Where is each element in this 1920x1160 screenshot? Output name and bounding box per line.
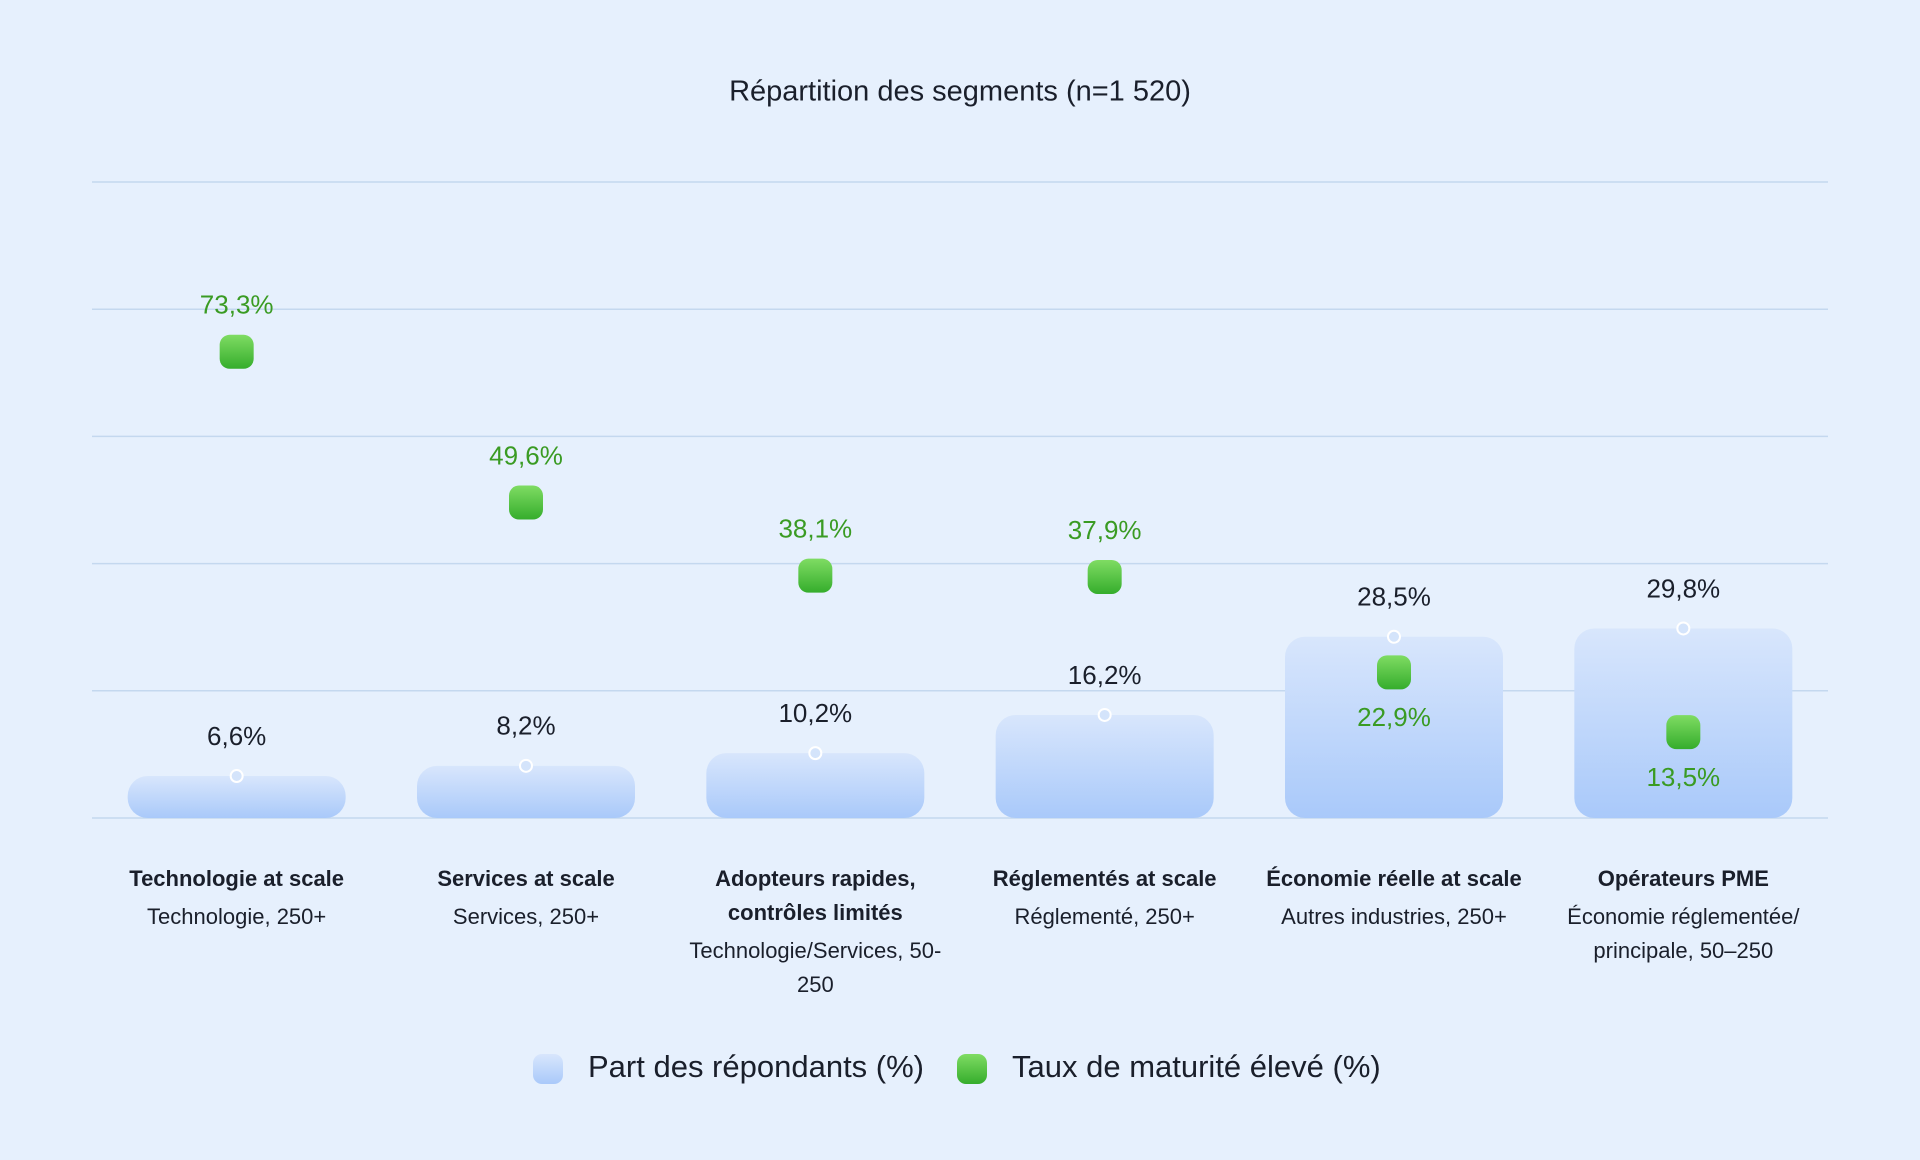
chart-title: Répartition des segments (n=1 520) xyxy=(729,76,1191,108)
category-title: Opérateurs PME xyxy=(1597,866,1769,891)
bar-top-dot xyxy=(808,746,823,761)
legend-swatch xyxy=(533,1054,563,1084)
category-title: Services at scale xyxy=(437,866,615,891)
category-title: Technologie at scale xyxy=(129,866,345,891)
category-subtitle: Réglementé, 250+ xyxy=(1014,904,1195,929)
bar-value-label: 29,8% xyxy=(1646,573,1720,603)
maturity-marker xyxy=(1666,715,1701,750)
maturity-marker xyxy=(798,558,833,593)
bar-top-dot xyxy=(519,758,533,773)
legend-swatch xyxy=(957,1054,987,1084)
maturity-value-label: 38,1% xyxy=(778,514,852,544)
maturity-value-label: 49,6% xyxy=(489,440,563,470)
category: Réglementés at scale Réglementé, 250+ xyxy=(965,862,1245,934)
bar-value-label: 10,2% xyxy=(778,698,852,728)
category-subtitle: Autres industries, 250+ xyxy=(1281,904,1507,929)
category: Services at scale Services, 250+ xyxy=(386,862,666,934)
bar xyxy=(706,753,925,818)
category-subtitle: Technologie/Services, 50-250 xyxy=(689,938,942,997)
bar xyxy=(417,765,635,818)
category: Technologie at scale Technologie, 250+ xyxy=(97,862,377,934)
bar-value-label: 6,6% xyxy=(207,721,266,751)
category-title: Économie réelle at scale xyxy=(1266,866,1522,891)
legend-label: Taux de maturité élevé (%) xyxy=(1012,1049,1381,1084)
maturity-marker xyxy=(219,334,254,369)
maturity-value-label: 37,9% xyxy=(1068,515,1142,545)
maturity-value-label: 73,3% xyxy=(200,290,274,320)
bar-value-label: 28,5% xyxy=(1357,582,1431,612)
bar-value-label: 16,2% xyxy=(1068,660,1142,690)
bar-value-label: 8,2% xyxy=(496,711,555,741)
maturity-marker xyxy=(509,485,543,520)
bar xyxy=(1285,636,1503,818)
maturity-marker xyxy=(1087,559,1122,594)
category: Opérateurs PME Économie réglementée/ prin… xyxy=(1543,862,1823,968)
bar-top-dot xyxy=(229,769,244,784)
category: Économie réelle at scale Autres industrie… xyxy=(1254,862,1534,934)
bar-top-dot xyxy=(1097,707,1112,722)
legend-label: Part des répondants (%) xyxy=(588,1049,924,1084)
bar-top-dot xyxy=(1387,629,1401,644)
bar-top-dot xyxy=(1676,621,1691,636)
maturity-marker xyxy=(1377,655,1411,690)
category-title: Réglementés at scale xyxy=(992,866,1217,891)
category-subtitle: Services, 250+ xyxy=(452,904,600,929)
category-title: Adopteurs rapides, contrôles limités xyxy=(715,866,916,925)
category-subtitle: Technologie, 250+ xyxy=(147,904,327,929)
maturity-value-label: 13,5% xyxy=(1646,762,1720,792)
bar xyxy=(995,714,1214,818)
bar xyxy=(127,776,346,818)
maturity-value-label: 22,9% xyxy=(1357,702,1431,732)
category: Adopteurs rapides, contrôles limités Tech… xyxy=(675,862,955,1002)
category-subtitle: Économie réglementée/ principale, 50–250 xyxy=(1567,904,1800,963)
